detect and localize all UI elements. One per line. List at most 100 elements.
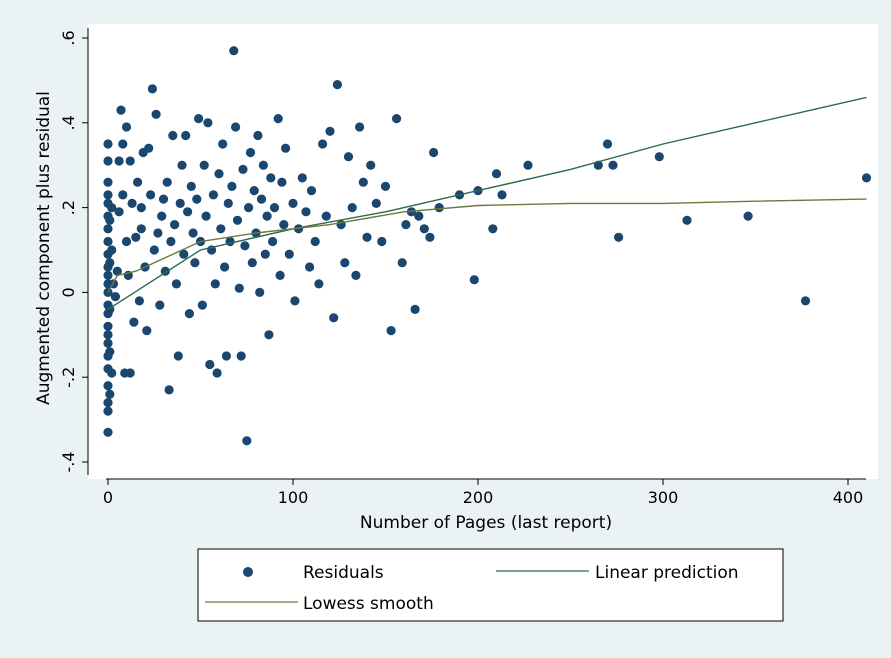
residual-point xyxy=(358,177,368,187)
residual-point xyxy=(608,160,618,170)
residual-point xyxy=(269,203,280,213)
residual-point xyxy=(247,258,257,268)
residual-point xyxy=(147,84,157,94)
residual-point xyxy=(177,160,187,170)
residual-point xyxy=(310,236,320,247)
residual-point xyxy=(371,198,381,208)
residual-point xyxy=(133,177,143,187)
residual-point xyxy=(321,211,331,221)
residual-point xyxy=(110,292,120,302)
plot-layer xyxy=(103,46,872,446)
residual-point xyxy=(386,326,396,336)
residual-point xyxy=(216,224,226,234)
residual-point xyxy=(188,228,198,238)
legend: Residuals Linear prediction Lowess smoot… xyxy=(197,548,784,622)
x-tick-label: 100 xyxy=(278,488,309,507)
residual-point xyxy=(240,241,250,251)
residual-point xyxy=(800,296,811,306)
y-tick-label: -.4 xyxy=(59,451,78,472)
residual-point xyxy=(103,236,113,247)
residual-point xyxy=(214,169,224,179)
residual-point xyxy=(380,181,391,191)
residual-point xyxy=(134,296,144,306)
residual-point xyxy=(325,126,335,136)
residual-point xyxy=(266,173,276,183)
residual-point xyxy=(284,249,294,259)
residual-point xyxy=(469,275,479,285)
residual-point xyxy=(173,351,183,361)
residual-point xyxy=(105,389,115,399)
residual-point xyxy=(116,105,126,115)
residual-point xyxy=(103,139,113,149)
residual-point xyxy=(114,207,124,217)
residual-point xyxy=(203,118,213,128)
residual-point xyxy=(121,236,132,247)
residual-point xyxy=(112,266,122,276)
residual-point xyxy=(275,270,285,280)
residual-point xyxy=(192,194,202,204)
residual-point xyxy=(171,279,181,289)
y-tick-label: .4 xyxy=(59,115,78,130)
residual-point xyxy=(166,236,176,247)
residual-point xyxy=(105,215,115,225)
residual-point xyxy=(218,139,228,149)
residual-point xyxy=(523,160,533,170)
residual-point xyxy=(103,270,113,280)
legend-label-lowess: Lowess smooth xyxy=(303,594,434,614)
residual-point xyxy=(146,190,156,200)
residual-point xyxy=(362,232,372,242)
residual-point xyxy=(429,147,439,158)
residual-point xyxy=(127,198,137,208)
legend-label-residuals: Residuals xyxy=(303,563,384,583)
x-axis-label: Number of Pages (last report) xyxy=(360,513,612,533)
residual-point xyxy=(105,258,115,268)
residual-point xyxy=(107,203,117,213)
y-axis-label: Augmented component plus residual xyxy=(34,91,54,405)
residual-point xyxy=(256,194,267,204)
y-tick-label: .6 xyxy=(59,30,78,45)
residual-point xyxy=(419,224,429,234)
residual-point xyxy=(103,224,113,234)
residual-point xyxy=(223,198,233,208)
residual-point xyxy=(614,232,624,242)
residual-point xyxy=(255,287,265,297)
residual-point xyxy=(164,385,174,395)
residual-point xyxy=(175,198,185,208)
residual-point xyxy=(264,330,274,340)
legend-label-linear: Linear prediction xyxy=(595,563,739,583)
residual-point xyxy=(179,249,189,259)
x-tick-label: 300 xyxy=(648,488,679,507)
residual-point xyxy=(258,160,268,170)
y-tick-label: .2 xyxy=(59,200,78,215)
residual-point xyxy=(129,317,139,327)
residual-point xyxy=(238,164,248,174)
residual-point xyxy=(205,359,215,370)
residual-point xyxy=(491,169,502,179)
residual-point xyxy=(355,122,365,132)
y-tick-label: 0 xyxy=(59,287,78,297)
plot-area xyxy=(88,24,878,479)
residual-point xyxy=(497,190,507,200)
residual-point xyxy=(682,215,692,225)
residual-point xyxy=(194,114,204,124)
residual-point xyxy=(281,143,291,153)
x-tick-label: 200 xyxy=(463,488,494,507)
residual-point xyxy=(434,203,444,213)
residual-point xyxy=(232,215,243,225)
residual-point xyxy=(318,139,328,149)
residual-point xyxy=(234,283,244,293)
legend-marker-residuals xyxy=(243,567,253,577)
residual-point xyxy=(290,296,300,306)
residual-point xyxy=(229,46,239,56)
residual-point xyxy=(654,152,664,162)
residual-point xyxy=(277,177,287,187)
y-ticks: -.4 -.2 0 .2 .4 .6 xyxy=(59,30,88,473)
residual-point xyxy=(397,258,407,268)
residual-point xyxy=(162,177,172,187)
residual-point xyxy=(392,114,402,124)
residual-point xyxy=(262,211,272,221)
residual-point xyxy=(260,249,270,259)
residual-point xyxy=(136,224,146,234)
